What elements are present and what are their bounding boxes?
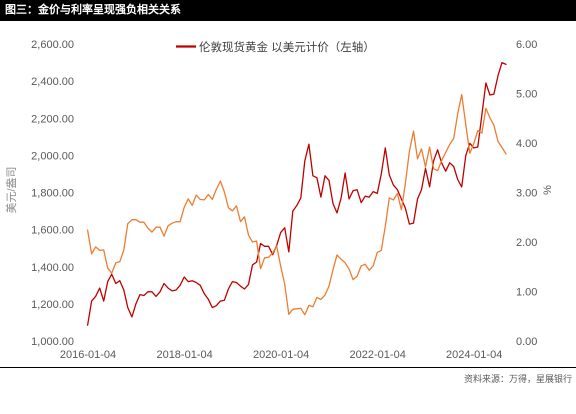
y-left-tick-label: 2,200.00 <box>31 113 74 125</box>
y-right-tick-label: 6.00 <box>516 39 537 51</box>
x-tick-label: 2024-01-04 <box>446 349 502 361</box>
y-right-tick-label: 2.00 <box>516 237 537 249</box>
y-left-axis: 2,600.00 2,400.00 2,200.00 2,000.00 1,800.00… <box>31 39 74 348</box>
y-right-tick-label: 4.00 <box>516 138 537 150</box>
x-tick-label: 2016-01-04 <box>60 349 116 361</box>
y-left-tick-label: 2,400.00 <box>31 76 74 88</box>
interest-rate-line <box>86 93 507 316</box>
x-tick-label: 2020-01-04 <box>253 349 309 361</box>
y-left-tick-label: 1,000.00 <box>31 336 74 348</box>
title-bar: 图三：金价与利率呈现强负相关关系 <box>0 0 576 21</box>
source-note: 资料来源：万得，星展银行 <box>463 374 572 384</box>
y-left-tick-label: 2,600.00 <box>31 39 74 51</box>
gold-price-line <box>86 61 507 326</box>
y-left-tick-label: 2,000.00 <box>31 150 74 162</box>
y-right-tick-label: 1.00 <box>516 287 537 299</box>
legend: 伦敦现货黄金 以美元计价（左轴） <box>176 40 375 54</box>
legend-label-gold: 伦敦现货黄金 以美元计价（左轴） <box>199 40 375 54</box>
y-left-tick-label: 1,600.00 <box>31 225 74 237</box>
footer-divider <box>0 367 576 368</box>
y-right-axis-title: % <box>542 185 554 195</box>
y-right-tick-label: 0.00 <box>516 336 537 348</box>
y-left-tick-label: 1,400.00 <box>31 262 74 274</box>
y-right-axis: 6.00 5.00 4.00 3.00 2.00 1.00 0.00 <box>516 39 537 348</box>
series-lines <box>86 61 507 326</box>
y-right-tick-label: 5.00 <box>516 89 537 101</box>
y-left-tick-label: 1,200.00 <box>31 299 74 311</box>
y-left-tick-label: 1,800.00 <box>31 188 74 200</box>
x-tick-label: 2018-01-04 <box>156 349 212 361</box>
chart-title: 图三：金价与利率呈现强负相关关系 <box>5 4 181 16</box>
y-left-axis-title: 美元/盎司 <box>4 166 18 213</box>
x-axis: 2016-01-04 2018-01-04 2020-01-04 2022-01-04… <box>60 349 502 361</box>
x-tick-label: 2022-01-04 <box>350 349 406 361</box>
y-right-tick-label: 3.00 <box>516 188 537 200</box>
